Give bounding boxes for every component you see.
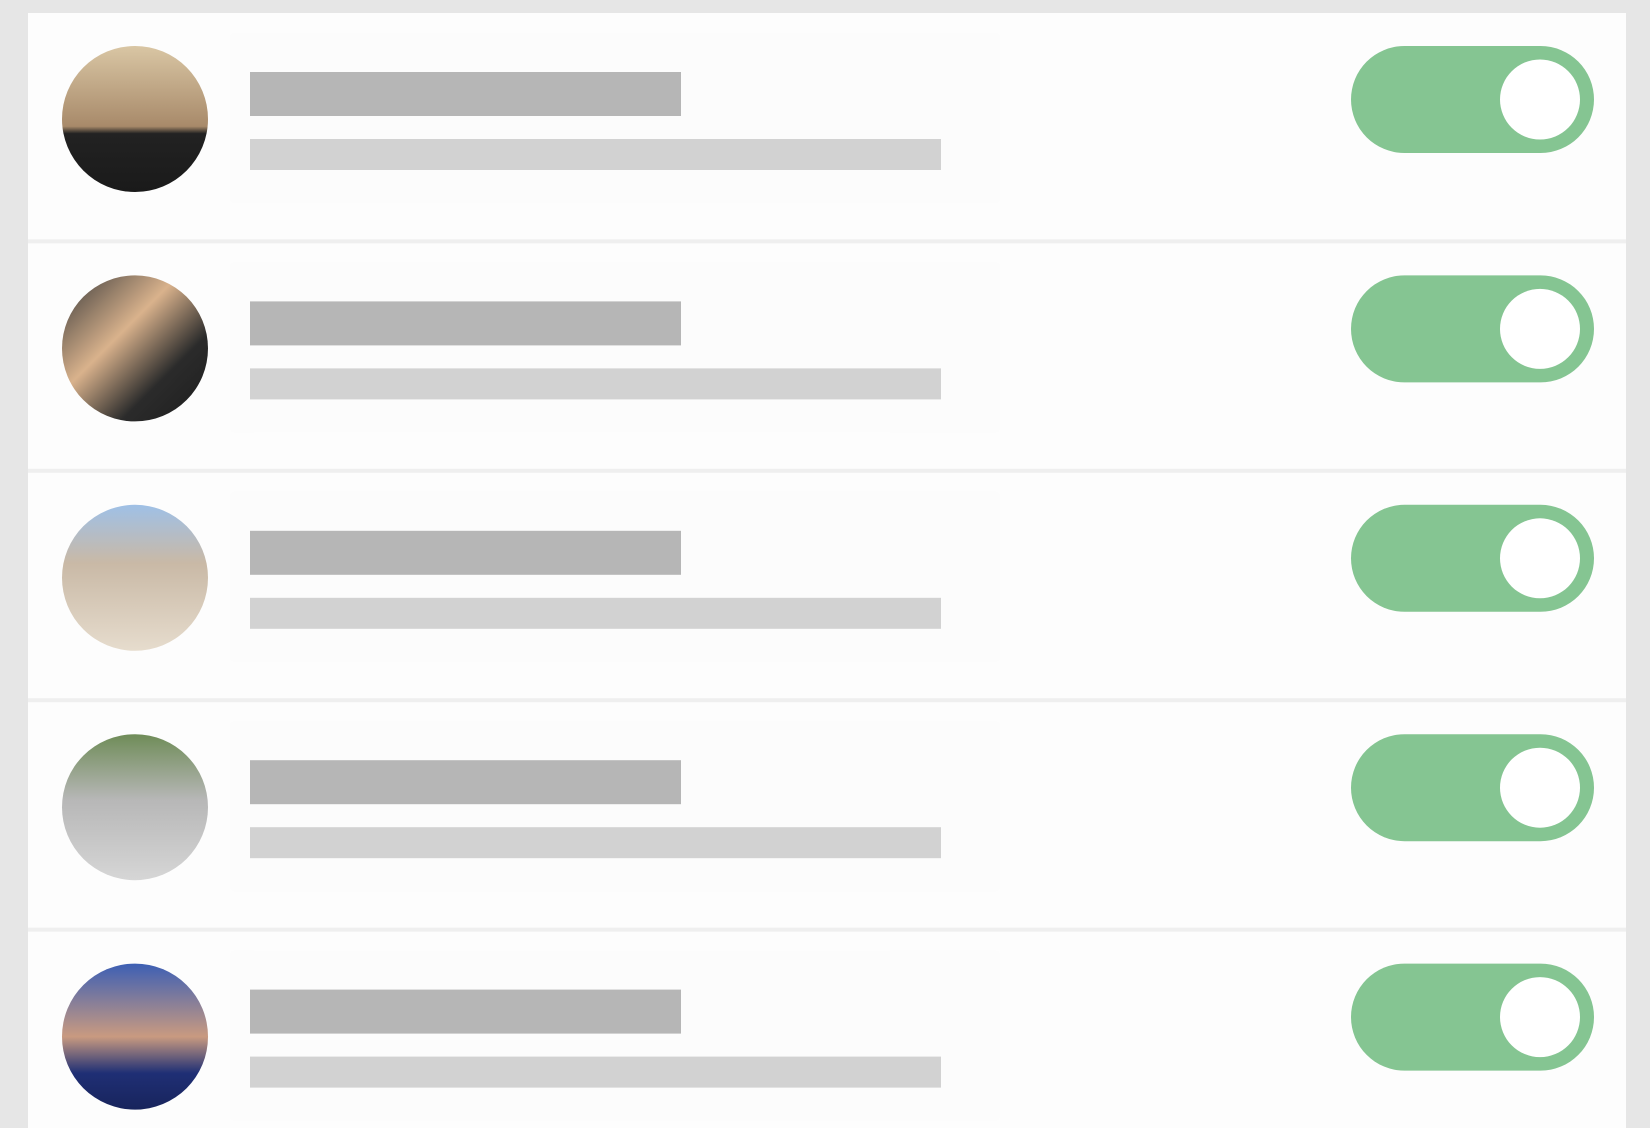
row-content [230, 721, 1000, 891]
row-content [230, 492, 1000, 662]
name-placeholder [250, 990, 681, 1034]
row-divider [28, 928, 1626, 932]
row-divider [28, 698, 1626, 702]
toggle-switch[interactable] [1351, 505, 1594, 612]
row-content [230, 951, 1000, 1121]
name-placeholder [250, 72, 681, 116]
avatar[interactable] [62, 734, 208, 880]
avatar[interactable] [62, 46, 208, 192]
detail-placeholder [250, 368, 941, 399]
avatar[interactable] [62, 275, 208, 421]
toggle-knob[interactable] [1500, 289, 1580, 369]
row-divider [28, 469, 1626, 473]
name-placeholder [250, 531, 681, 575]
row-content [230, 262, 1000, 432]
toggle-switch[interactable] [1351, 46, 1594, 153]
page: (() => { const data = JSON.parse(documen… [0, 0, 1650, 1128]
row-divider [28, 239, 1626, 243]
settings-list [0, 0, 1650, 1128]
detail-placeholder [250, 827, 941, 858]
toggle-knob[interactable] [1500, 977, 1580, 1057]
toggle-knob[interactable] [1500, 60, 1580, 140]
avatar[interactable] [62, 505, 208, 651]
avatar[interactable] [62, 964, 208, 1110]
detail-placeholder [250, 139, 941, 170]
detail-placeholder [250, 1057, 941, 1088]
toggle-switch[interactable] [1351, 275, 1594, 382]
detail-placeholder [250, 598, 941, 629]
name-placeholder [250, 760, 681, 804]
toggle-switch[interactable] [1351, 734, 1594, 841]
row-content [230, 33, 1000, 203]
toggle-knob[interactable] [1500, 748, 1580, 828]
name-placeholder [250, 301, 681, 345]
toggle-switch[interactable] [1351, 964, 1594, 1071]
toggle-knob[interactable] [1500, 518, 1580, 598]
